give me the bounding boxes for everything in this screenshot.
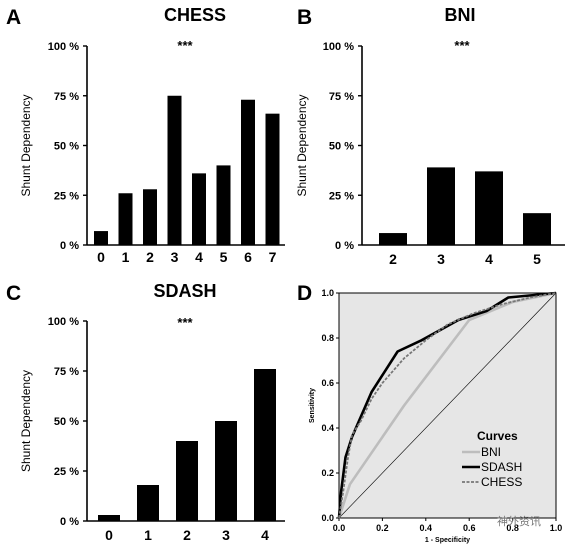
y-tick-label: 0.4 xyxy=(321,423,334,433)
bar-4 xyxy=(254,369,276,521)
bar-0 xyxy=(94,231,108,245)
x-tick-label: 2 xyxy=(183,527,191,543)
x-tick-label: 0.0 xyxy=(333,523,346,533)
legend-label-bni: BNI xyxy=(481,445,501,459)
y-axis-label: Sensitivity xyxy=(309,388,316,423)
y-tick-label: 0.2 xyxy=(321,468,334,478)
bar-2 xyxy=(143,189,157,245)
x-tick-label: 0 xyxy=(105,527,113,543)
bar-4 xyxy=(192,173,206,245)
y-axis-label: Shunt Dependency xyxy=(19,94,33,196)
x-tick-label: 6 xyxy=(244,249,252,265)
x-tick-label: 1 xyxy=(144,527,152,543)
y-tick-label: 50 % xyxy=(54,416,79,428)
bar-3 xyxy=(167,95,182,245)
y-tick-label: 75 % xyxy=(54,91,79,103)
panel-letter: C xyxy=(6,282,21,305)
x-tick-label: 0.6 xyxy=(463,523,476,533)
y-tick-label: 0.6 xyxy=(321,378,334,388)
x-tick-label: 1.0 xyxy=(550,523,563,533)
x-tick-label: 3 xyxy=(222,527,230,543)
bar-6 xyxy=(241,99,255,245)
significance-annotation: *** xyxy=(177,38,193,53)
bar-2 xyxy=(379,233,407,245)
roc-curve-sdash xyxy=(337,291,557,519)
panel-c: C SDASH *** 0 % 25 % 50 % 75 % 100 % Shunt Depen… xyxy=(6,281,285,543)
bar-0 xyxy=(98,515,120,521)
y-tick-label: 100 % xyxy=(48,41,79,53)
x-axis-label: 1 - Specificity xyxy=(425,537,470,544)
panel-d: D 0.0 0.2 0.4 0.6 0.8 1.0 0.0 0.2 0.4 0.6 0.8 1.0 1 -… xyxy=(297,282,562,544)
bar-7 xyxy=(265,113,280,245)
reference-line xyxy=(338,292,557,519)
x-tick-label: 1 xyxy=(122,249,130,265)
y-axis-label: Shunt Dependency xyxy=(19,370,33,472)
x-tick-label: 7 xyxy=(269,249,277,265)
panel-letter: B xyxy=(297,6,312,29)
panel-letter: A xyxy=(6,6,21,29)
bar-4 xyxy=(475,171,503,245)
significance-annotation: *** xyxy=(177,315,193,330)
roc-curve-chess xyxy=(338,292,557,519)
panel-b: B BNI *** 0 % 25 % 50 % 75 % 100 % Shunt Depende… xyxy=(295,5,565,267)
y-tick-label: 75 % xyxy=(54,366,79,378)
y-tick-label: 50 % xyxy=(54,141,79,153)
x-tick-label: 2 xyxy=(389,251,397,267)
bar-5 xyxy=(523,213,551,245)
y-tick-label: 75 % xyxy=(329,91,354,103)
watermark: 神外资讯 xyxy=(497,514,541,528)
x-tick-label: 3 xyxy=(437,251,445,267)
y-tick-label: 0 % xyxy=(335,240,354,252)
bar-5 xyxy=(216,165,231,245)
panel-title: CHESS xyxy=(164,5,226,25)
panel-a: A CHESS *** 0 % 25 % 50 % 75 % 100 % Shunt Depen… xyxy=(6,5,285,265)
significance-annotation: *** xyxy=(454,38,470,53)
y-tick-label: 25 % xyxy=(329,190,354,202)
x-tick-label: 3 xyxy=(171,249,179,265)
bar-1 xyxy=(137,485,159,521)
y-tick-label: 100 % xyxy=(323,41,354,53)
bar-3 xyxy=(215,421,237,521)
y-tick-label: 100 % xyxy=(48,316,79,328)
y-tick-label: 50 % xyxy=(329,141,354,153)
panel-title: SDASH xyxy=(153,281,216,301)
y-tick-label: 0 % xyxy=(60,240,79,252)
x-tick-label: 4 xyxy=(485,251,493,267)
y-tick-label: 25 % xyxy=(54,466,79,478)
y-tick-label: 0 % xyxy=(60,516,79,528)
x-tick-label: 4 xyxy=(195,249,203,265)
y-tick-label: 1.0 xyxy=(321,288,334,298)
bar-2 xyxy=(176,441,198,521)
x-tick-label: 4 xyxy=(261,527,269,543)
y-tick-label: 0.0 xyxy=(321,513,334,523)
y-tick-label: 25 % xyxy=(54,190,79,202)
panel-letter: D xyxy=(297,282,312,305)
x-tick-label: 0.4 xyxy=(420,523,433,533)
legend-title: Curves xyxy=(477,429,518,443)
panel-title: BNI xyxy=(445,5,476,25)
x-tick-label: 0 xyxy=(97,249,105,265)
x-tick-label: 0.8 xyxy=(506,523,519,533)
y-axis-label: Shunt Dependency xyxy=(295,94,309,196)
x-tick-label: 0.2 xyxy=(376,523,389,533)
legend-label-chess: CHESS xyxy=(481,475,522,489)
bar-3 xyxy=(427,167,455,245)
x-tick-label: 5 xyxy=(533,251,541,267)
bar-1 xyxy=(118,193,133,245)
legend-label-sdash: SDASH xyxy=(481,460,522,474)
y-tick-label: 0.8 xyxy=(321,333,334,343)
x-tick-label: 2 xyxy=(146,249,154,265)
x-tick-label: 5 xyxy=(220,249,228,265)
